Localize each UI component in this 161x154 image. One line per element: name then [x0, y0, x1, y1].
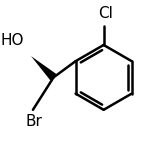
- Text: Cl: Cl: [98, 6, 113, 21]
- Text: Br: Br: [26, 114, 43, 129]
- Polygon shape: [31, 56, 57, 81]
- Text: HO: HO: [1, 33, 24, 48]
